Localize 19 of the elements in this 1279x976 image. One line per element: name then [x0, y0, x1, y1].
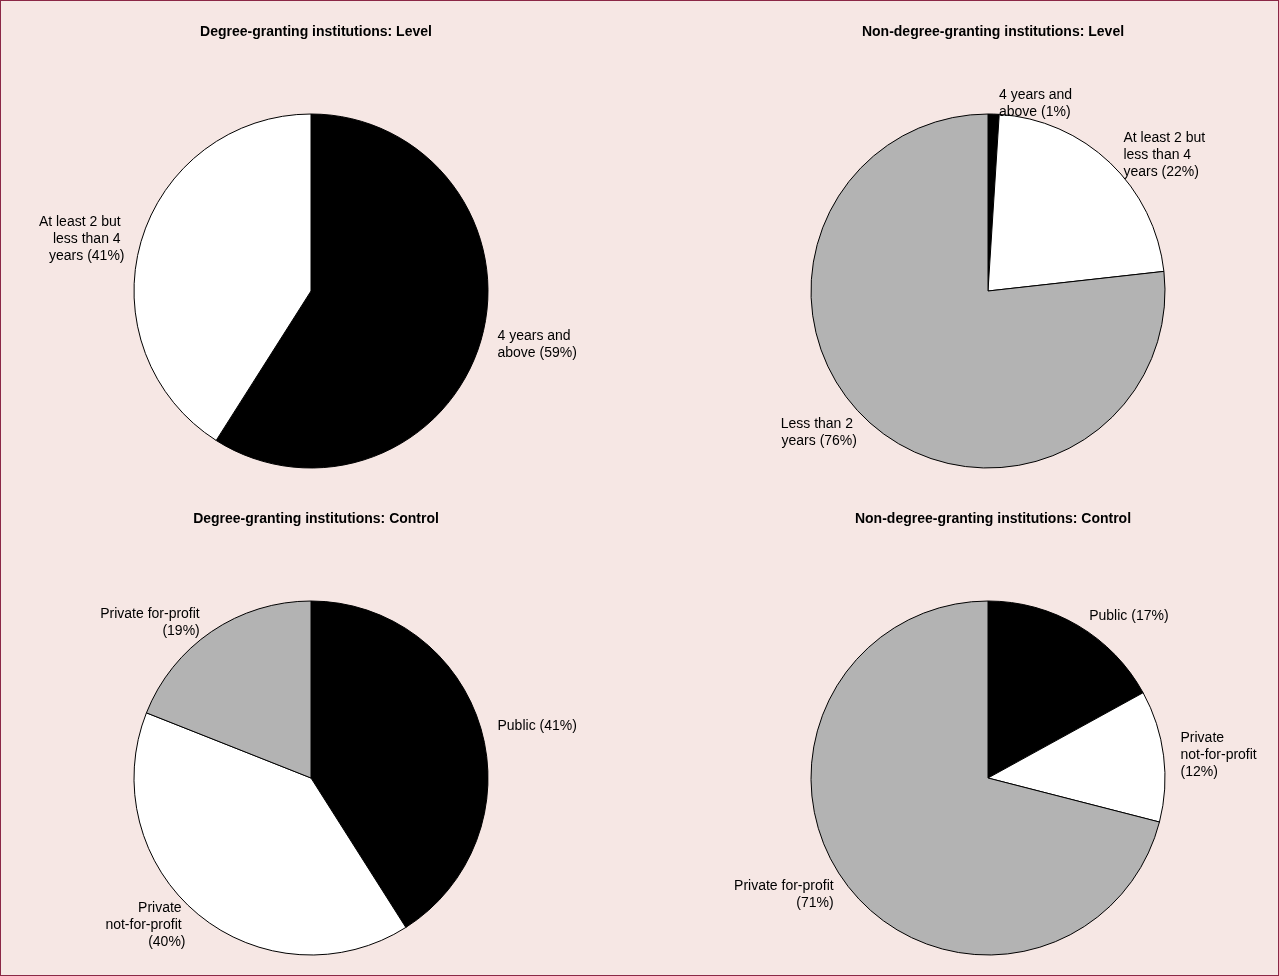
data-label: (71%) [792, 894, 834, 911]
slice-label: 4 years and above (59%) [497, 327, 577, 361]
slice-label: At least 2 but less than 4 years (22%) [1123, 129, 1210, 180]
data-label: (19%) [158, 622, 200, 639]
slice-label: At least 2 but less than 4 years (41%) [38, 213, 125, 264]
slice-label: Private for-profit [734, 877, 834, 894]
slice-label: Less than 2 years (76%) [780, 415, 857, 449]
chart-title: Non-degree-granting institutions: Level [861, 23, 1125, 39]
slice-label: Public (41%) [497, 717, 577, 734]
slice-label: Private not-for-profit [1180, 729, 1261, 763]
slice-label: Private for-profit [100, 605, 200, 622]
slice-label: Private not-for-profit [105, 898, 186, 932]
chart-title: Degree-granting institutions: Level [200, 23, 432, 39]
data-label: (40%) [148, 932, 186, 949]
slice-label: Public (17%) [1089, 607, 1169, 624]
chart-title: Non-degree-granting institutions: Control [854, 510, 1132, 526]
data-label: (12%) [1180, 763, 1218, 780]
chart-title: Degree-granting institutions: Control [193, 510, 439, 526]
slice-label: 4 years and above (1%) [999, 85, 1077, 119]
